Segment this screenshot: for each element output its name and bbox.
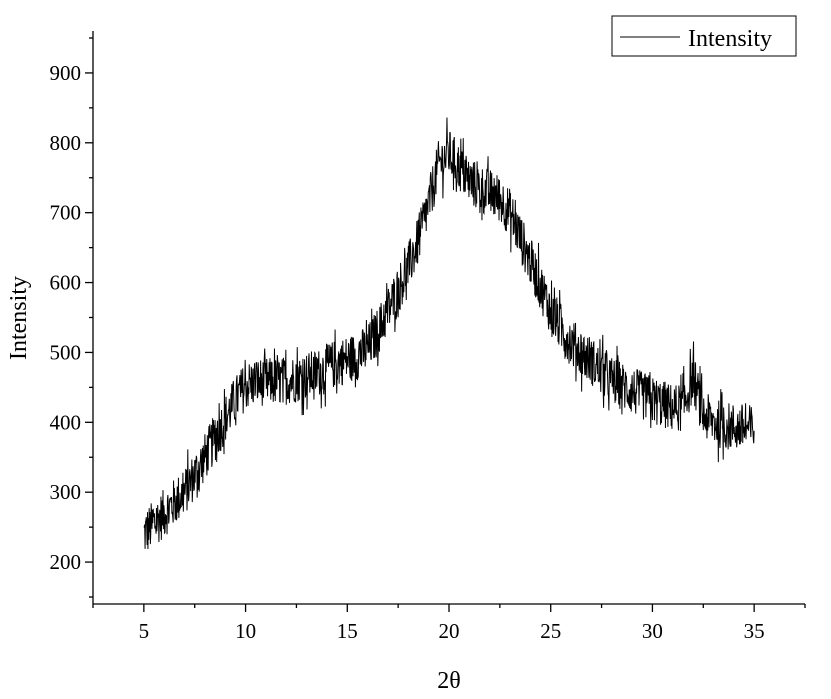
x-tick-label: 25 [540,619,561,643]
y-tick-label: 400 [50,410,82,434]
x-axis-title: 2θ [437,668,461,694]
x-tick-label: 5 [139,619,150,643]
y-tick-label: 600 [50,271,82,295]
x-tick-label: 10 [235,619,256,643]
series-line-intensity [143,117,755,549]
x-tick-label: 20 [439,619,460,643]
y-tick-label: 700 [50,201,82,225]
x-tick-label: 30 [642,619,663,643]
y-tick-label: 200 [50,550,82,574]
legend-box [611,15,797,57]
x-tick-label: 15 [337,619,358,643]
y-axis-title: Intensity [6,276,32,360]
axes [92,31,805,605]
y-tick-label: 800 [50,131,82,155]
x-tick-label: 35 [744,619,765,643]
legend-label: Intensity [688,26,772,52]
tick-group: 5 10 15 20 25 30 35 200 300 400 500 600 700 800 900 [50,37,806,643]
y-tick-label: 900 [50,61,82,85]
y-tick-label: 500 [50,340,82,364]
legend: Intensity [611,15,797,57]
y-tick-label: 300 [50,480,82,504]
